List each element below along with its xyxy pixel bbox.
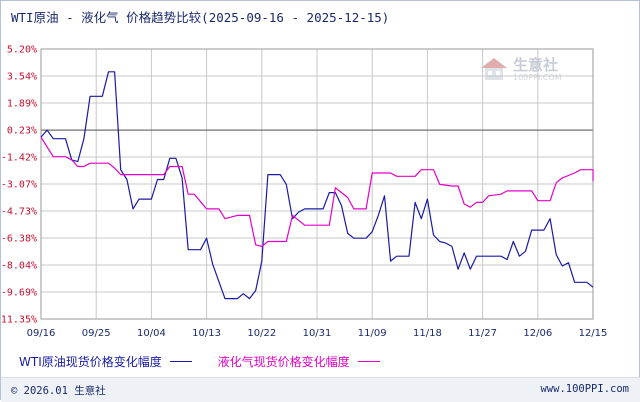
series-line-wti (40, 71, 594, 300)
x-tick-label: 12/06 (523, 328, 552, 339)
y-tick-label: -1.42% (1, 153, 37, 164)
footer-bar: © 2026.01 生意社 www.100PPI.com (1, 377, 640, 402)
y-tick-label: 0.23% (7, 126, 37, 137)
footer-url-link[interactable]: www.100PPI.com (540, 383, 629, 395)
y-tick-label: -11.35% (1, 315, 37, 326)
y-tick-label: -9.69% (1, 288, 37, 299)
chart-title: WTI原油 - 液化气 价格趋势比较(2025-09-16 - 2025-12-… (11, 10, 390, 25)
y-tick-label: 5.20% (7, 45, 37, 56)
series-line-lpg (40, 136, 594, 247)
house-icon (481, 58, 507, 80)
y-tick-label: 3.54% (7, 72, 37, 83)
legend-label-wti: WTI原油现货价格变化幅度 (19, 355, 162, 369)
legend-swatch-lpg (357, 361, 380, 362)
watermark-brand: 生意社 (513, 56, 559, 74)
y-tick-label: -4.73% (1, 207, 37, 218)
legend-swatch-wti (169, 361, 192, 362)
legend-item-wti: WTI原油现货价格变化幅度 (19, 353, 192, 370)
x-tick-label: 09/16 (27, 328, 56, 339)
x-tick-label: 10/22 (247, 328, 276, 339)
x-tick-label: 11/27 (468, 328, 497, 339)
legend-label-lpg: 液化气现货价格变化幅度 (217, 355, 350, 369)
copyright-text: © 2026.01 生意社 (11, 385, 106, 397)
x-tick-label: 10/13 (192, 328, 221, 339)
y-tick-label: 1.89% (7, 99, 37, 110)
x-tick-label: 12/15 (579, 328, 608, 339)
legend: WTI原油现货价格变化幅度 液化气现货价格变化幅度 (19, 353, 380, 370)
y-tick-label: -3.07% (1, 180, 37, 191)
plot-border (40, 48, 594, 320)
x-tick-label: 11/18 (413, 328, 442, 339)
y-tick-label: -6.38% (1, 234, 37, 245)
y-tick-label: -8.04% (1, 261, 37, 272)
x-tick-label: 09/25 (82, 328, 111, 339)
legend-item-lpg: 液化气现货价格变化幅度 (218, 353, 380, 370)
x-tick-label: 10/31 (303, 328, 332, 339)
x-tick-label: 11/09 (358, 328, 387, 339)
x-tick-label: 10/04 (137, 328, 166, 339)
